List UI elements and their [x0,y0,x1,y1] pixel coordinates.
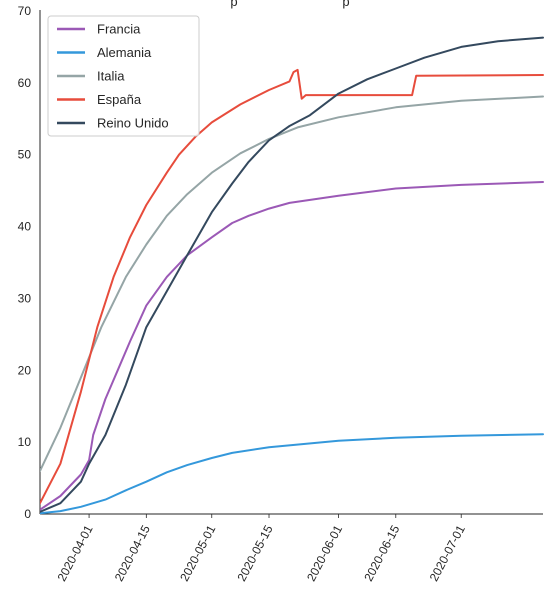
series-line-reino-unido [40,36,544,513]
legend-label: Reino Unido [97,116,169,131]
series-line-españa [40,68,544,505]
x-tick-label: 2020-04-15 [112,523,153,584]
legend-label: Alemania [97,45,152,60]
y-tick-label: 0 [24,507,31,521]
x-tick-label: 2020-06-15 [361,523,402,584]
y-tick-label: 60 [18,76,32,90]
x-tick-label: 2020-05-01 [177,523,218,584]
legend-label: Italia [97,69,125,84]
series-line-francia [40,181,544,511]
y-tick-label: 50 [18,148,32,162]
y-tick-label: 70 [18,4,32,18]
y-tick-label: 30 [18,291,32,305]
legend-label: España [97,92,142,107]
x-tick-label: 2020-05-15 [234,523,275,584]
legend-box [47,15,200,137]
y-tick-label: 40 [18,220,32,234]
series-line-italia [40,95,544,472]
x-tick-label: 2020-04-01 [55,523,96,584]
x-tick-label: 2020-07-01 [427,523,468,584]
y-tick-label: 10 [18,435,32,449]
y-tick-label: 20 [18,363,32,377]
series-lines [40,36,544,515]
series-line-alemania [40,433,544,515]
legend-label: Francia [97,22,141,37]
chart-title-fragment: p p [230,0,349,9]
legend: Francia Alemania Italia España Reino Unido [47,15,200,137]
x-tick-label: 2020-06-01 [304,523,345,584]
